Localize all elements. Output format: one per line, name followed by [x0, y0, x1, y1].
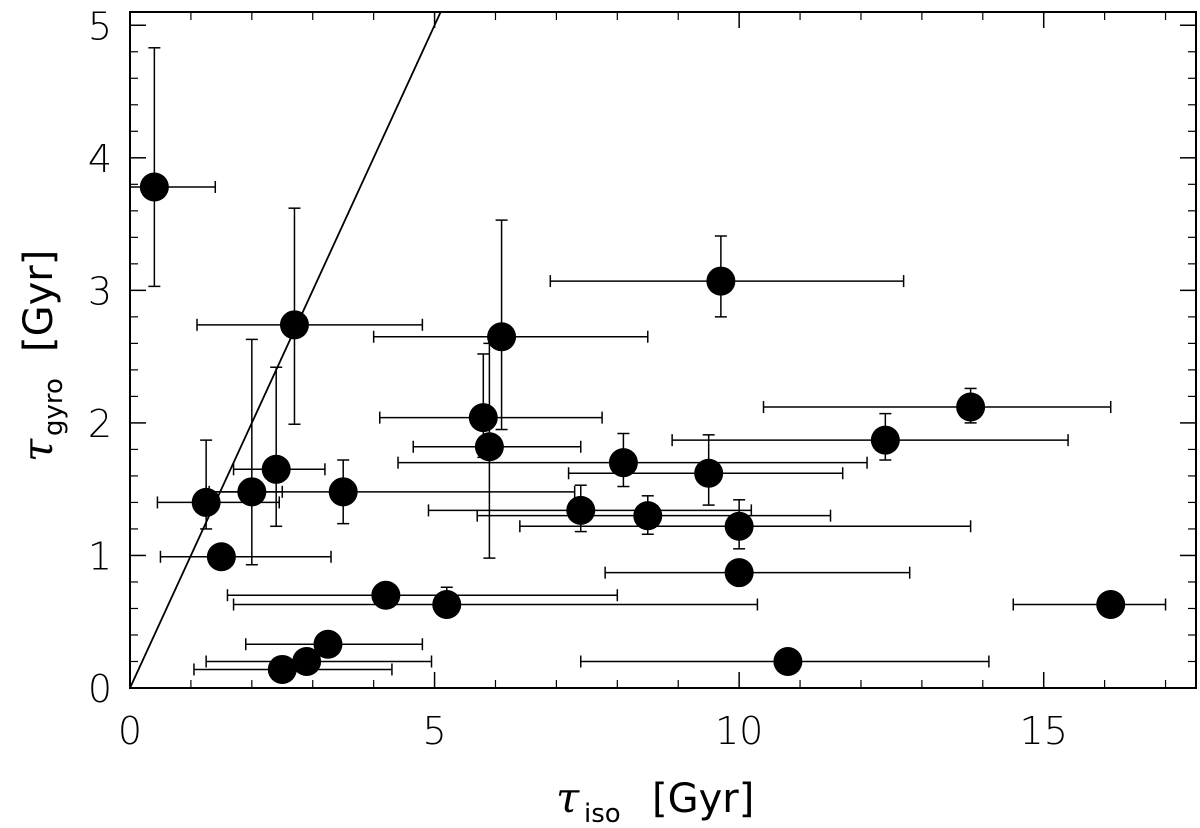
data-point: [566, 495, 596, 525]
data-point: [432, 589, 462, 619]
x-axis-unit: [Gyr]: [652, 776, 754, 822]
x-tick-label: 5: [422, 709, 446, 753]
data-point: [956, 392, 986, 422]
data-point: [870, 425, 900, 455]
data-point: [206, 542, 236, 572]
data-point: [371, 580, 401, 610]
data-point: [313, 629, 343, 659]
y-tick-label: 3: [88, 269, 112, 313]
data-point: [706, 266, 736, 296]
data-point: [608, 448, 638, 478]
points-layer: [139, 172, 1126, 684]
x-tick-label: 15: [1020, 709, 1068, 753]
y-axis-subscript: gyro: [39, 378, 69, 436]
data-point: [468, 403, 498, 433]
x-tick-label: 10: [715, 709, 763, 753]
data-point: [261, 454, 291, 484]
data-point: [773, 646, 803, 676]
x-axis-symbol: τ: [556, 773, 580, 822]
x-axis-subscript: iso: [584, 799, 621, 828]
y-tick-label: 1: [88, 534, 112, 578]
data-point: [267, 654, 297, 684]
data-point: [237, 477, 267, 507]
data-point: [724, 511, 754, 541]
x-axis-title: τ iso [Gyr]: [556, 773, 754, 828]
error-bars-layer: [129, 47, 1167, 676]
y-axis-symbol: τ: [13, 438, 62, 462]
data-point: [487, 322, 517, 352]
y-tick-label: 4: [88, 137, 112, 181]
data-point: [139, 172, 169, 202]
data-point: [191, 487, 221, 517]
data-point: [292, 646, 322, 676]
y-tick-label: 5: [88, 4, 112, 48]
ticks-layer: 0 5 10 15 0 1 2 3 4 5: [88, 4, 1196, 753]
plot-frame: [129, 11, 1197, 689]
data-point: [328, 477, 358, 507]
data-point: [1096, 589, 1126, 619]
data-point: [724, 558, 754, 588]
y-tick-label: 0: [88, 667, 112, 711]
y-tick-label: 2: [88, 402, 112, 446]
data-point: [279, 310, 309, 340]
y-axis-unit: [Gyr]: [16, 250, 62, 352]
data-point: [694, 458, 724, 488]
x-tick-label: 0: [118, 709, 142, 753]
one-to-one-line: [129, 11, 442, 689]
reference-line-layer: [129, 11, 442, 689]
y-axis-title: τ gyro [Gyr]: [13, 250, 69, 462]
data-point: [474, 432, 504, 462]
data-point: [633, 501, 663, 531]
